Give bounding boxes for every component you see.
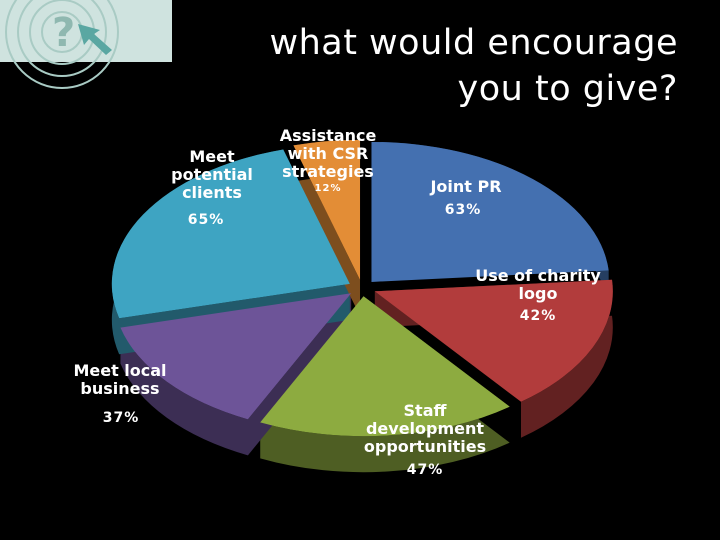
value-label: 47%	[406, 462, 444, 478]
slice-label: Use of charity logo	[475, 266, 601, 303]
slice-side	[260, 296, 510, 473]
slice-label: Assistance with CSR strategies	[279, 126, 377, 181]
slice	[374, 279, 613, 402]
value-label: 12%	[314, 183, 342, 194]
value-label: 42%	[519, 308, 557, 324]
value-label: 37%	[102, 410, 140, 426]
chart-title: what would encourage you to give?	[269, 23, 678, 109]
slice	[371, 141, 609, 282]
pie-tops	[111, 139, 613, 437]
slice-label: Meet local business	[73, 361, 167, 398]
slice-label: Meet potential clients	[171, 147, 253, 202]
value-label: 63%	[444, 202, 482, 218]
slice	[120, 293, 352, 420]
slice-side	[120, 293, 352, 456]
value-label: 65%	[187, 212, 225, 228]
slice-label: Staff development opportunities	[363, 401, 487, 456]
slice	[111, 149, 350, 319]
svg-text:?: ?	[52, 10, 75, 56]
slice	[293, 139, 361, 280]
logo-icon: ?	[0, 0, 172, 89]
slice	[260, 296, 510, 437]
slice-label: Joint PR	[430, 177, 502, 196]
